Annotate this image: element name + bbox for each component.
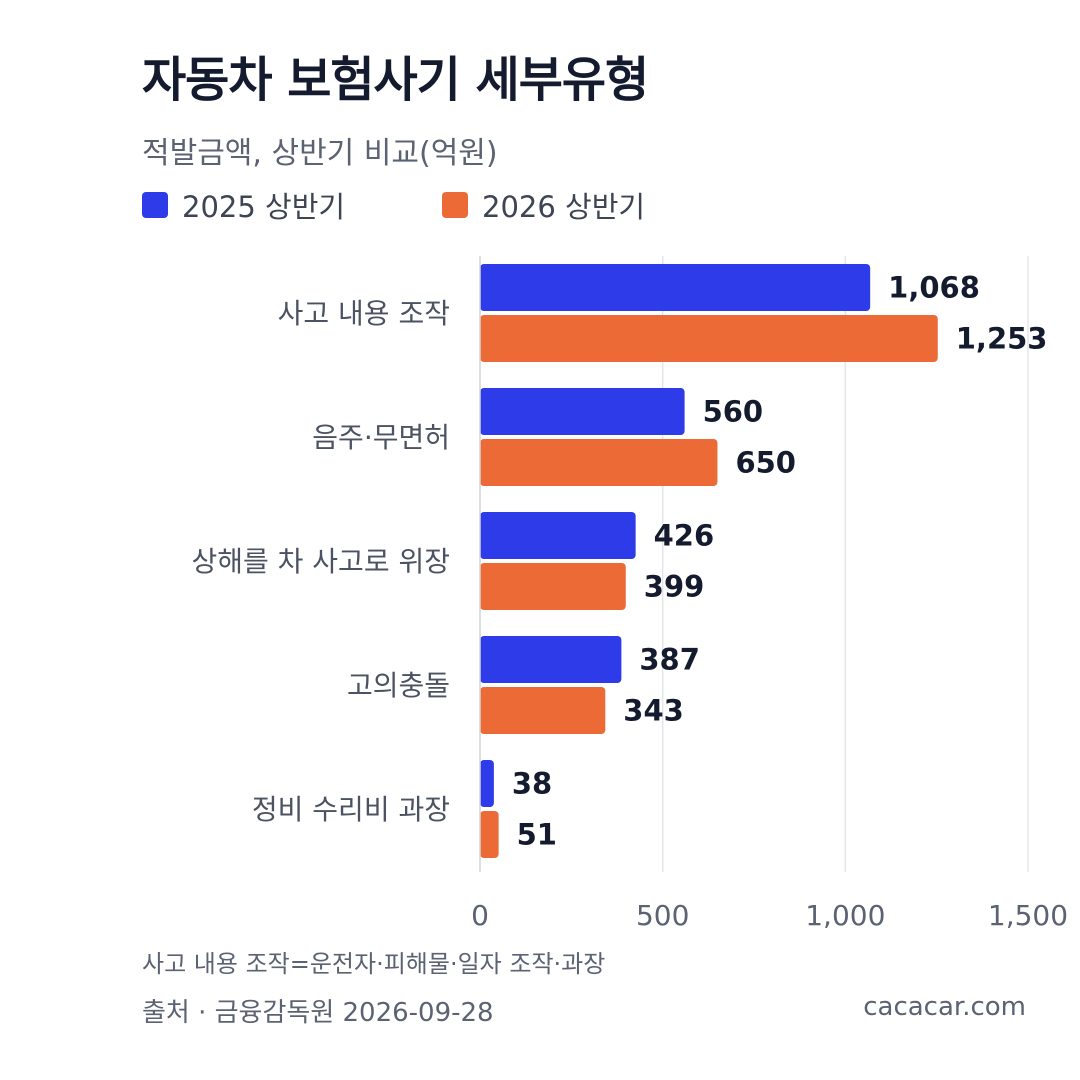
legend-item-2026: 2026 상반기 <box>442 184 645 226</box>
data-label: 38 <box>512 767 552 801</box>
footnote: 사고 내용 조작=운전자·피해물·일자 조작·과장 <box>142 950 606 978</box>
bar <box>480 388 685 435</box>
category-label: 사고 내용 조작 <box>278 297 450 330</box>
data-label: 399 <box>644 570 705 604</box>
site-credit: cacacar.com <box>863 992 1026 1022</box>
bar <box>480 439 718 486</box>
chart-subtitle: 적발금액, 상반기 비교(억원) <box>142 136 498 171</box>
legend-label-2026: 2026 상반기 <box>482 190 646 224</box>
bar <box>480 315 938 362</box>
x-tick-label: 0 <box>471 899 489 932</box>
bar <box>480 636 622 683</box>
data-label: 387 <box>639 643 700 677</box>
data-label: 51 <box>517 818 557 852</box>
bar <box>480 811 499 858</box>
bar <box>480 264 871 311</box>
bar <box>480 563 626 610</box>
category-label: 고의충돌 <box>347 669 450 702</box>
category-label: 음주·무면허 <box>312 421 450 454</box>
legend-swatch-2025 <box>142 192 168 218</box>
data-label: 650 <box>735 446 796 480</box>
data-label: 343 <box>623 694 684 728</box>
x-tick-label: 500 <box>636 899 689 932</box>
legend-swatch-2026 <box>442 192 468 218</box>
legend-item-2025: 2025 상반기 <box>142 184 345 226</box>
data-label: 560 <box>703 395 764 429</box>
source-note: 출처 · 금융감독원 2026-09-28 <box>142 998 494 1028</box>
bar <box>480 760 494 807</box>
category-label: 상해를 차 사고로 위장 <box>191 545 450 578</box>
x-tick-label: 1,000 <box>805 899 885 932</box>
chart-title: 자동차 보험사기 세부유형 <box>142 52 649 108</box>
category-label: 정비 수리비 과장 <box>252 793 450 826</box>
data-label: 1,068 <box>888 271 980 305</box>
data-label: 1,253 <box>956 322 1048 356</box>
legend-label-2025: 2025 상반기 <box>182 190 346 224</box>
bar <box>480 687 606 734</box>
data-label: 426 <box>654 519 715 553</box>
x-tick-label: 1,500 <box>988 899 1068 932</box>
bar <box>480 512 636 559</box>
